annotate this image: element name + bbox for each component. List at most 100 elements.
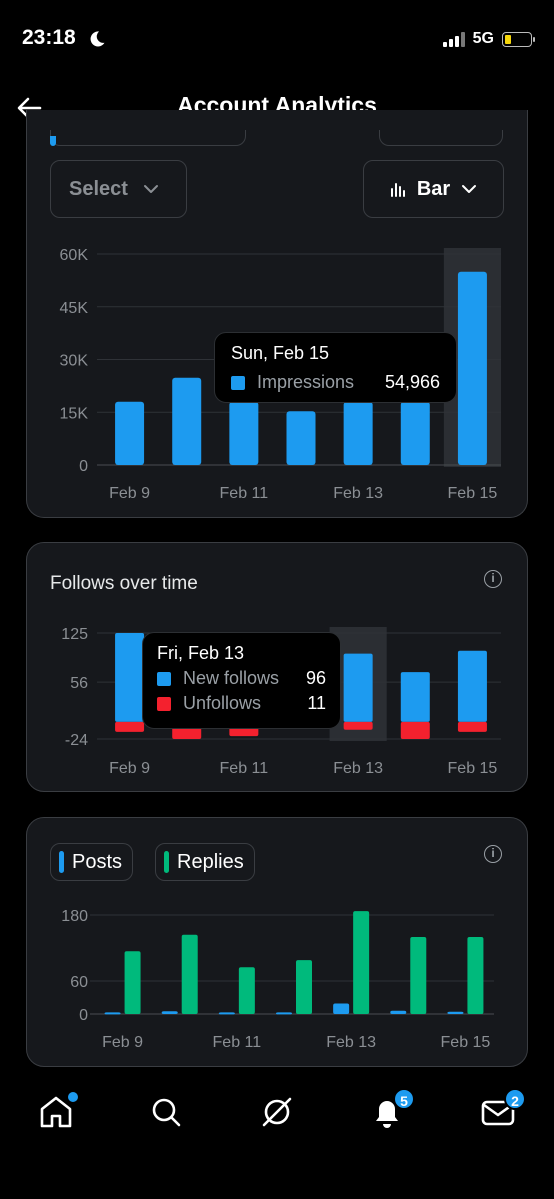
tooltip-value: 54,966 — [384, 372, 440, 392]
messages-tab[interactable]: 2 — [478, 1088, 526, 1132]
posts-bar — [218, 1012, 235, 1015]
replies-bar — [181, 934, 198, 1014]
new-follows-swatch — [157, 671, 171, 686]
tooltip-date: Sun, Feb 15 — [231, 343, 330, 363]
impressions-bar — [400, 401, 430, 465]
y-tick-label: 0 — [79, 458, 88, 475]
moon-icon — [88, 30, 106, 53]
unfollows-bar — [400, 721, 430, 739]
tooltip-unfollow-value: 11 — [307, 693, 326, 713]
new-follows-bar — [115, 633, 145, 722]
signal-icon — [442, 31, 465, 47]
date-range-accent — [50, 136, 56, 146]
impressions-bar — [229, 401, 259, 465]
replies-bar — [296, 960, 312, 1014]
impressions-bar — [457, 271, 487, 465]
chevron-down-icon — [143, 185, 158, 193]
notifications-tab[interactable]: 5 — [367, 1088, 415, 1132]
new-follows-bar — [457, 650, 487, 722]
tooltip-new-value: 96 — [305, 668, 326, 688]
posts-bar — [333, 1003, 350, 1014]
mail-icon — [481, 1100, 515, 1126]
y-tick-label: 60K — [60, 247, 89, 264]
x-tick-label: Feb 15 — [441, 1034, 491, 1051]
chart-type-label: Bar — [416, 177, 451, 200]
posts-bar — [390, 1010, 407, 1014]
y-tick-label: 0 — [79, 1007, 88, 1024]
select-dropdown[interactable]: Select — [50, 160, 187, 218]
back-arrow-icon[interactable] — [14, 92, 46, 124]
search-tab[interactable] — [146, 1092, 186, 1132]
x-tick-label: Feb 13 — [326, 1034, 376, 1051]
legend-replies-label: Replies — [177, 850, 244, 873]
y-tick-label: 180 — [61, 908, 88, 925]
tooltip-label: Impressions — [257, 372, 355, 392]
impressions-tooltip: Sun, Feb 15 Impressions 54,966 — [214, 332, 457, 403]
x-tick-label: Feb 13 — [333, 485, 383, 502]
bar-chart-icon — [390, 183, 405, 197]
y-tick-label: 125 — [61, 626, 88, 643]
replies-bar — [353, 911, 370, 1014]
status-indicators: 5G — [442, 30, 535, 48]
y-tick-label: -24 — [65, 732, 88, 749]
info-icon[interactable]: i — [484, 570, 502, 588]
home-icon — [40, 1096, 72, 1128]
home-tab[interactable] — [36, 1090, 80, 1132]
posts-bar — [104, 1012, 121, 1015]
bell-icon — [376, 1101, 398, 1128]
date-range-chip[interactable] — [50, 130, 246, 146]
unfollows-bar — [343, 721, 373, 730]
x-tick-label: Feb 11 — [220, 760, 269, 777]
replies-bar — [410, 937, 427, 1014]
new-follows-bar — [400, 672, 430, 722]
chevron-down-icon — [462, 185, 477, 193]
legend-posts-label: Posts — [72, 850, 123, 873]
impressions-chart: 60K 45K 30K 15K 0 Feb 9 Feb 11 Feb 13 Feb 15 — [60, 247, 501, 502]
y-tick-label: 30K — [60, 353, 89, 370]
replies-bar — [124, 951, 141, 1014]
posts-bar — [276, 1012, 292, 1015]
messages-badge: 2 — [504, 1088, 526, 1110]
search-icon — [152, 1098, 181, 1127]
unfollows-bar — [115, 721, 145, 732]
impressions-bar — [172, 377, 202, 465]
info-icon[interactable]: i — [484, 845, 502, 863]
chart-type-dropdown[interactable]: Bar — [363, 160, 504, 218]
new-follows-bar — [343, 653, 373, 722]
impressions-bar — [286, 411, 316, 465]
home-unread-dot — [66, 1090, 80, 1104]
select-label: Select — [69, 177, 128, 200]
replies-bar — [238, 967, 255, 1014]
legend-posts[interactable]: Posts — [50, 843, 134, 881]
replies-bar — [467, 937, 484, 1014]
posts-card — [26, 817, 528, 1067]
posts-bar — [161, 1011, 178, 1014]
grok-tab[interactable] — [257, 1092, 297, 1132]
follows-title: Follows over time — [50, 573, 198, 594]
y-tick-label: 60 — [70, 974, 88, 991]
impressions-bar — [115, 401, 145, 465]
bottom-tab-bar: 5 2 — [0, 1080, 554, 1150]
status-time: 23:18 — [22, 26, 76, 49]
posts-bar — [447, 1011, 464, 1014]
battery-icon — [502, 31, 535, 47]
y-tick-label: 45K — [60, 300, 89, 317]
tooltip-unfollow-label: Unfollows — [183, 693, 262, 713]
x-tick-label: Feb 9 — [102, 1034, 143, 1051]
y-tick-label: 56 — [70, 675, 88, 692]
x-tick-label: Feb 13 — [333, 760, 383, 777]
x-tick-label: Feb 9 — [109, 760, 150, 777]
posts-replies-chart: 180 60 0 Feb 9 Feb 11 Feb 13 Feb 15 — [61, 908, 494, 1051]
filter-chip[interactable] — [379, 130, 503, 146]
x-tick-label: Feb 15 — [448, 485, 498, 502]
impressions-swatch — [231, 375, 245, 390]
x-tick-label: Feb 11 — [220, 485, 269, 502]
legend-replies[interactable]: Replies — [155, 843, 255, 881]
grok-icon — [262, 1097, 292, 1127]
unfollows-swatch — [157, 696, 171, 711]
impressions-bar — [343, 401, 373, 465]
tooltip-date: Fri, Feb 13 — [157, 643, 245, 663]
y-tick-label: 15K — [60, 405, 89, 422]
notifications-badge: 5 — [393, 1088, 415, 1110]
unfollows-bar — [457, 721, 487, 732]
